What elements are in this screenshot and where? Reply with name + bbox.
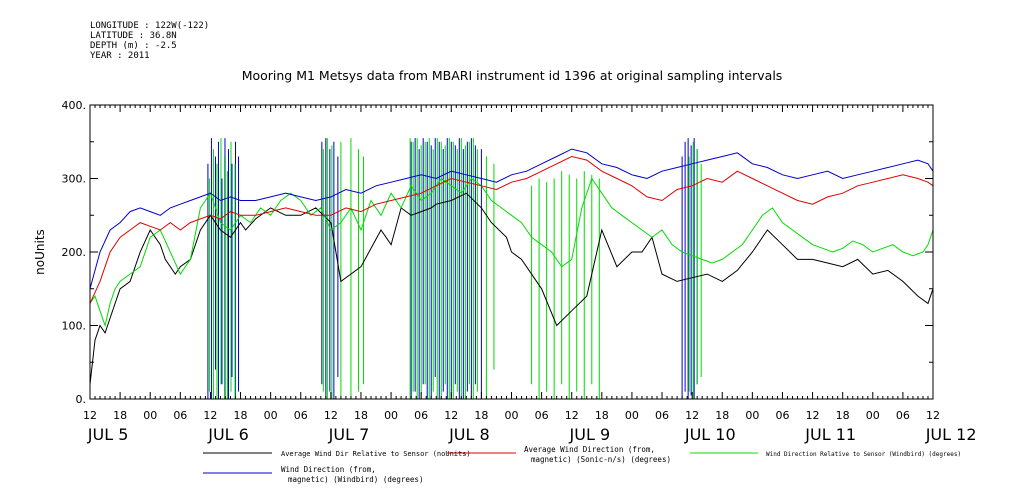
x-hour-label: 00 bbox=[625, 409, 639, 422]
x-hour-label: 00 bbox=[264, 409, 278, 422]
x-hour-label: 12 bbox=[444, 409, 458, 422]
legend-label-red-2: magnetic) (Sonic-n/s) (degrees) bbox=[531, 455, 671, 464]
y-tick-label: 200. bbox=[62, 246, 87, 259]
x-hour-label: 12 bbox=[565, 409, 579, 422]
x-hour-label: 06 bbox=[294, 409, 308, 422]
x-hour-label: 00 bbox=[505, 409, 519, 422]
metadata-block: LONGITUDE : 122W(-122) LATITUDE : 36.8N … bbox=[90, 21, 209, 61]
latitude-label: LATITUDE : 36.8N bbox=[90, 31, 177, 41]
x-hour-label: 00 bbox=[384, 409, 398, 422]
legend: Average Wind Dir Relative to Sensor (noU… bbox=[203, 445, 961, 484]
y-tick-label: 400. bbox=[62, 99, 87, 112]
legend-label-green: Wind Direction Relative to Sensor (Windb… bbox=[766, 451, 961, 458]
x-hour-label: 18 bbox=[836, 409, 850, 422]
x-day-label: JUL 6 bbox=[207, 425, 249, 444]
x-hour-label: 12 bbox=[203, 409, 217, 422]
y-tick-label: 100. bbox=[62, 320, 87, 333]
axis-ticks: 0. 100. 200. 300. 400. 12 18 00 06 12 18 00 06 12 18 00… bbox=[62, 99, 977, 444]
x-hour-label: 18 bbox=[474, 409, 488, 422]
x-hour-label: 12 bbox=[83, 409, 97, 422]
y-tick-label: 300. bbox=[62, 173, 87, 186]
legend-label-red-1: Average Wind Direction (from, bbox=[524, 445, 655, 454]
series-line-0 bbox=[89, 192, 934, 385]
x-hour-label: 06 bbox=[414, 409, 428, 422]
x-hour-label: 06 bbox=[775, 409, 789, 422]
y-tick-label: 0. bbox=[76, 393, 87, 406]
x-hour-label: 06 bbox=[896, 409, 910, 422]
longitude-label: LONGITUDE : 122W(-122) bbox=[90, 21, 210, 31]
legend-label-black: Average Wind Dir Relative to Sensor (noU… bbox=[281, 450, 471, 458]
x-hour-label: 06 bbox=[535, 409, 549, 422]
x-hour-label: 18 bbox=[113, 409, 127, 422]
series-line-3 bbox=[89, 148, 934, 289]
year-label: YEAR : 2011 bbox=[90, 51, 150, 61]
x-hour-label: 00 bbox=[866, 409, 880, 422]
x-hour-label: 18 bbox=[234, 409, 248, 422]
x-day-label: JUL 8 bbox=[448, 425, 490, 444]
series-line-1 bbox=[89, 155, 934, 304]
x-day-label: JUL 12 bbox=[925, 425, 977, 444]
x-hour-label: 00 bbox=[745, 409, 759, 422]
x-hour-label: 18 bbox=[354, 409, 368, 422]
y-axis-label: noUnits bbox=[33, 229, 47, 275]
x-day-label: JUL 11 bbox=[804, 425, 856, 444]
series-line-2 bbox=[89, 177, 934, 328]
x-hour-label: 12 bbox=[926, 409, 940, 422]
x-day-label: JUL 5 bbox=[87, 425, 129, 444]
x-hour-label: 18 bbox=[595, 409, 609, 422]
x-hour-label: 18 bbox=[715, 409, 729, 422]
x-day-label: JUL 9 bbox=[569, 425, 611, 444]
legend-label-blue-2: magnetic) (Windbird) (degrees) bbox=[288, 475, 423, 484]
x-hour-label: 12 bbox=[806, 409, 820, 422]
x-hour-label: 12 bbox=[685, 409, 699, 422]
x-day-label: JUL 10 bbox=[684, 425, 736, 444]
chart-title: Mooring M1 Metsys data from MBARI instru… bbox=[242, 68, 783, 83]
plot-area bbox=[89, 138, 934, 399]
legend-label-blue-1: Wind Direction (from, bbox=[281, 465, 376, 474]
x-day-label: JUL 7 bbox=[328, 425, 370, 444]
x-hour-label: 06 bbox=[173, 409, 187, 422]
x-hour-label: 00 bbox=[143, 409, 157, 422]
depth-label: DEPTH (m) : -2.5 bbox=[90, 41, 177, 51]
x-hour-label: 06 bbox=[655, 409, 669, 422]
x-hour-label: 12 bbox=[324, 409, 338, 422]
